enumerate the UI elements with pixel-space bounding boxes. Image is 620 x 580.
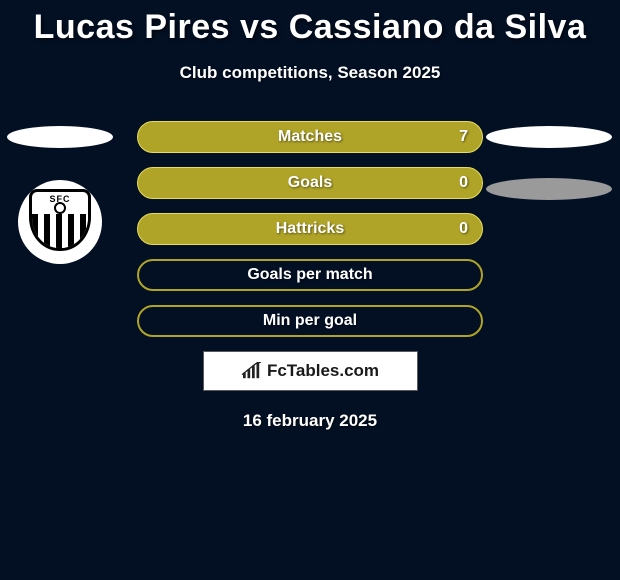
- subtitle: Club competitions, Season 2025: [0, 63, 620, 83]
- comparison-panel: SFC Matches 7 Goals 0 Hattricks 0 Goals per ma…: [0, 121, 620, 431]
- player-left-club-crest: SFC: [18, 180, 102, 264]
- stat-label: Goals per match: [247, 266, 372, 284]
- player-right-photo-placeholder: [486, 126, 612, 148]
- stat-row: Min per goal: [137, 305, 483, 337]
- player-left-photo-placeholder: [7, 126, 113, 148]
- brand-box: FcTables.com: [203, 351, 418, 391]
- stat-rows: Matches 7 Goals 0 Hattricks 0 Goals per match M…: [137, 121, 483, 337]
- brand-text: FcTables.com: [267, 361, 379, 381]
- stat-row: Goals per match: [137, 259, 483, 291]
- stat-label: Matches: [278, 128, 342, 146]
- date-text: 16 february 2025: [0, 411, 620, 431]
- stat-label: Goals: [288, 174, 332, 192]
- page-title: Lucas Pires vs Cassiano da Silva: [0, 0, 620, 47]
- stat-value: 0: [459, 220, 468, 238]
- stat-label: Min per goal: [263, 312, 357, 330]
- stat-row: Hattricks 0: [137, 213, 483, 245]
- player-right-club-placeholder: [486, 178, 612, 200]
- stat-value: 7: [459, 128, 468, 146]
- stat-label: Hattricks: [276, 220, 344, 238]
- stat-row: Matches 7: [137, 121, 483, 153]
- bar-chart-icon: [241, 362, 263, 380]
- stat-row: Goals 0: [137, 167, 483, 199]
- santos-crest-icon: SFC: [29, 189, 91, 255]
- stat-value: 0: [459, 174, 468, 192]
